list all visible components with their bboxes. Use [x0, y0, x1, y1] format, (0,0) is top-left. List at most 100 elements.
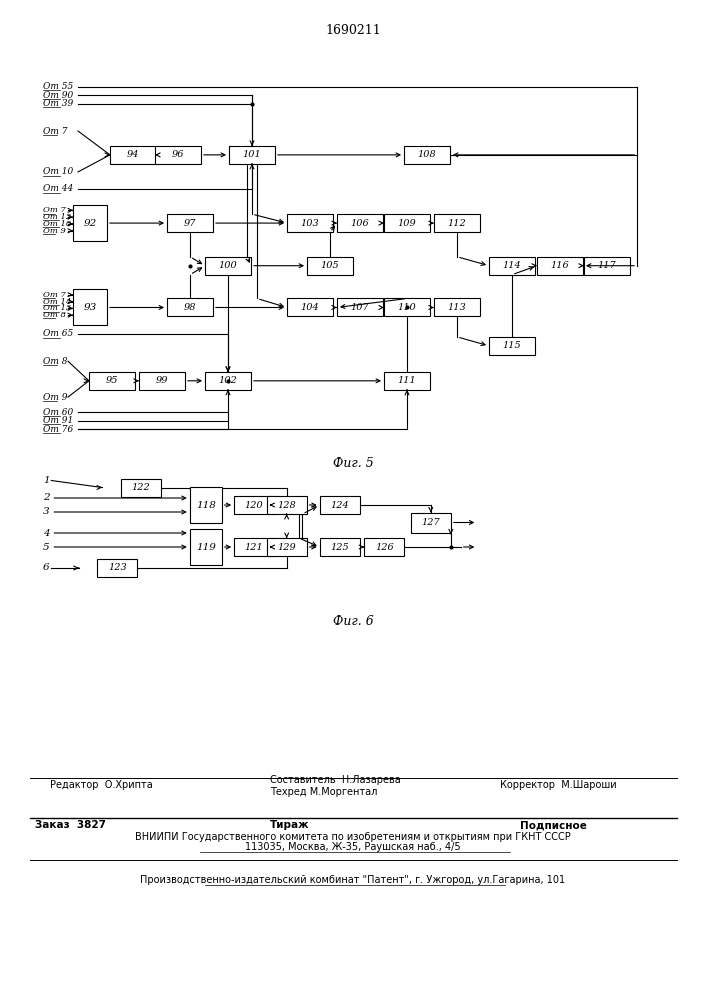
FancyBboxPatch shape	[434, 298, 480, 316]
Text: От 13: От 13	[43, 304, 71, 312]
Text: 2: 2	[43, 493, 49, 502]
Text: От 7: От 7	[43, 291, 66, 299]
FancyBboxPatch shape	[229, 146, 275, 164]
Text: 126: 126	[375, 542, 394, 552]
Text: 96: 96	[172, 150, 185, 159]
Text: Фиг. 6: Фиг. 6	[332, 615, 373, 628]
Text: От 65: От 65	[43, 329, 74, 338]
Text: 121: 121	[245, 542, 264, 552]
FancyBboxPatch shape	[537, 257, 583, 275]
Text: 122: 122	[132, 483, 150, 492]
Text: ВНИИПИ Государственного комитета по изобретениям и открытиям при ГКНТ СССР: ВНИИПИ Государственного комитета по изоб…	[135, 832, 571, 842]
Text: 93: 93	[83, 303, 97, 312]
FancyBboxPatch shape	[73, 289, 107, 325]
FancyBboxPatch shape	[404, 146, 450, 164]
Text: 112: 112	[448, 219, 467, 228]
Text: 114: 114	[503, 261, 521, 270]
Text: От 8: От 8	[43, 357, 67, 366]
Text: 3: 3	[43, 508, 49, 516]
Text: 123: 123	[108, 564, 127, 572]
Text: 113: 113	[448, 303, 467, 312]
FancyBboxPatch shape	[110, 146, 156, 164]
Text: 124: 124	[330, 500, 349, 510]
FancyBboxPatch shape	[89, 372, 135, 390]
Text: От 90: От 90	[43, 91, 74, 100]
FancyBboxPatch shape	[384, 372, 430, 390]
Text: 95: 95	[106, 376, 118, 385]
Text: 97: 97	[184, 219, 197, 228]
Text: Редактор  О.Хрипта: Редактор О.Хрипта	[50, 780, 153, 790]
Text: Производственно-издательский комбинат "Патент", г. Ужгород, ул.Гагарина, 101: Производственно-издательский комбинат "П…	[141, 875, 566, 885]
FancyBboxPatch shape	[139, 372, 185, 390]
Text: От 9: От 9	[43, 393, 67, 402]
Text: 1690211: 1690211	[325, 23, 381, 36]
Text: 115: 115	[503, 341, 521, 350]
Text: 104: 104	[300, 303, 320, 312]
FancyBboxPatch shape	[98, 559, 137, 577]
FancyBboxPatch shape	[155, 146, 201, 164]
Text: 5: 5	[43, 542, 49, 552]
Text: От 76: От 76	[43, 425, 74, 434]
Text: 118: 118	[196, 500, 216, 510]
Text: Техред М.Моргентал: Техред М.Моргентал	[270, 787, 378, 797]
FancyBboxPatch shape	[234, 496, 274, 514]
Text: 116: 116	[551, 261, 569, 270]
Text: От 12: От 12	[43, 213, 71, 221]
FancyBboxPatch shape	[384, 298, 430, 316]
FancyBboxPatch shape	[189, 529, 222, 565]
FancyBboxPatch shape	[121, 479, 160, 496]
FancyBboxPatch shape	[287, 214, 333, 232]
FancyBboxPatch shape	[167, 298, 213, 316]
Text: 129: 129	[277, 542, 296, 552]
Text: 113035, Москва, Ж-35, Раушская наб., 4/5: 113035, Москва, Ж-35, Раушская наб., 4/5	[245, 842, 461, 852]
Text: Подписное: Подписное	[520, 820, 587, 830]
Text: От 7: От 7	[43, 126, 67, 135]
Text: 103: 103	[300, 219, 320, 228]
FancyBboxPatch shape	[584, 257, 630, 275]
Text: От 44: От 44	[43, 184, 74, 193]
Text: 99: 99	[156, 376, 168, 385]
FancyBboxPatch shape	[337, 298, 383, 316]
FancyBboxPatch shape	[337, 214, 383, 232]
FancyBboxPatch shape	[364, 538, 404, 556]
Text: От 91: От 91	[43, 416, 74, 425]
Text: 108: 108	[418, 150, 436, 159]
Text: Заказ  3827: Заказ 3827	[35, 820, 106, 830]
FancyBboxPatch shape	[307, 257, 353, 275]
Text: От 14: От 14	[43, 298, 71, 306]
Text: 1: 1	[43, 476, 49, 485]
FancyBboxPatch shape	[320, 496, 360, 514]
Text: От 10: От 10	[43, 167, 74, 176]
Text: От 60: От 60	[43, 408, 74, 417]
FancyBboxPatch shape	[189, 487, 222, 523]
Text: 100: 100	[218, 261, 238, 270]
FancyBboxPatch shape	[234, 538, 274, 556]
FancyBboxPatch shape	[205, 372, 251, 390]
FancyBboxPatch shape	[267, 496, 307, 514]
Text: Составитель  Н.Лазарева: Составитель Н.Лазарева	[270, 775, 401, 785]
FancyBboxPatch shape	[320, 538, 360, 556]
FancyBboxPatch shape	[287, 298, 333, 316]
Text: 110: 110	[397, 303, 416, 312]
Text: 105: 105	[321, 261, 339, 270]
Text: От 55: От 55	[43, 82, 74, 91]
Text: От 39: От 39	[43, 99, 74, 108]
Text: 101: 101	[243, 150, 262, 159]
Text: 98: 98	[184, 303, 197, 312]
FancyBboxPatch shape	[411, 512, 451, 532]
Text: 109: 109	[397, 219, 416, 228]
Text: 117: 117	[597, 261, 617, 270]
FancyBboxPatch shape	[267, 538, 307, 556]
Text: Фиг. 5: Фиг. 5	[332, 457, 373, 470]
Text: 125: 125	[330, 542, 349, 552]
FancyBboxPatch shape	[489, 337, 535, 355]
Text: 111: 111	[397, 376, 416, 385]
Text: Тираж: Тираж	[270, 820, 310, 830]
FancyBboxPatch shape	[205, 257, 251, 275]
Text: 106: 106	[351, 219, 369, 228]
Text: 107: 107	[351, 303, 369, 312]
Text: 94: 94	[127, 150, 139, 159]
FancyBboxPatch shape	[167, 214, 213, 232]
FancyBboxPatch shape	[73, 205, 107, 241]
Text: 6: 6	[43, 564, 49, 572]
